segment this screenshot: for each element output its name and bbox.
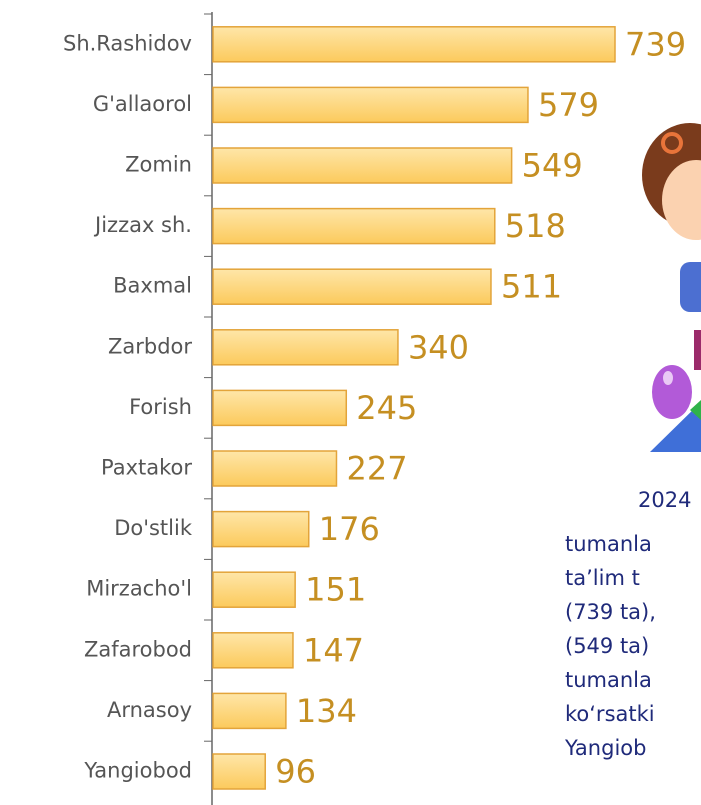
value-label: 134 — [296, 692, 357, 730]
bar — [212, 632, 294, 669]
category-label: Sh.Rashidov — [63, 31, 192, 55]
bar — [212, 692, 287, 730]
value-label: 176 — [319, 510, 380, 548]
category-label: Arnasoy — [107, 698, 192, 722]
category-label: Zafarobod — [84, 637, 192, 661]
note-text: tumanla — [565, 532, 652, 556]
bar — [212, 329, 399, 366]
note-text: Yangiob — [564, 736, 646, 760]
bar — [212, 268, 492, 305]
note-text: ko‘rsatki — [565, 702, 655, 726]
note-text: (549 ta) — [565, 634, 649, 658]
category-label: Zomin — [125, 153, 192, 177]
note-text: tumanla — [565, 668, 652, 692]
category-label: Zarbdor — [108, 334, 192, 358]
value-label: 739 — [625, 25, 686, 63]
bar — [212, 510, 310, 548]
value-label: 340 — [408, 328, 469, 366]
bar — [212, 753, 266, 790]
value-label: 227 — [346, 450, 407, 488]
category-label: Baxmal — [113, 274, 192, 298]
bar — [212, 450, 338, 487]
note-text: ta’lim t — [565, 566, 640, 590]
bar — [212, 389, 348, 427]
category-label: Mirzacho'l — [86, 577, 192, 601]
bar — [212, 147, 513, 184]
value-label: 579 — [538, 86, 599, 124]
value-label: 518 — [505, 207, 566, 245]
value-label: 245 — [356, 389, 417, 427]
value-label: 147 — [303, 631, 364, 669]
note-text: (739 ta), — [565, 600, 656, 624]
note-text: 2024 — [638, 488, 691, 512]
illustration — [642, 123, 701, 452]
bar — [212, 207, 496, 245]
category-label: Yangiobod — [83, 759, 192, 783]
value-label: 151 — [305, 571, 366, 609]
value-label: 511 — [501, 268, 562, 306]
category-label: Do'stlik — [114, 516, 193, 540]
value-label: 96 — [275, 753, 316, 791]
value-label: 549 — [522, 147, 583, 185]
bar — [212, 86, 529, 124]
bar — [212, 571, 296, 608]
category-label: Paxtakor — [101, 456, 192, 480]
category-label: Jizzax sh. — [93, 213, 192, 237]
category-label: Forish — [129, 395, 192, 419]
category-label: G'allaorol — [93, 92, 192, 116]
bar — [212, 26, 616, 63]
